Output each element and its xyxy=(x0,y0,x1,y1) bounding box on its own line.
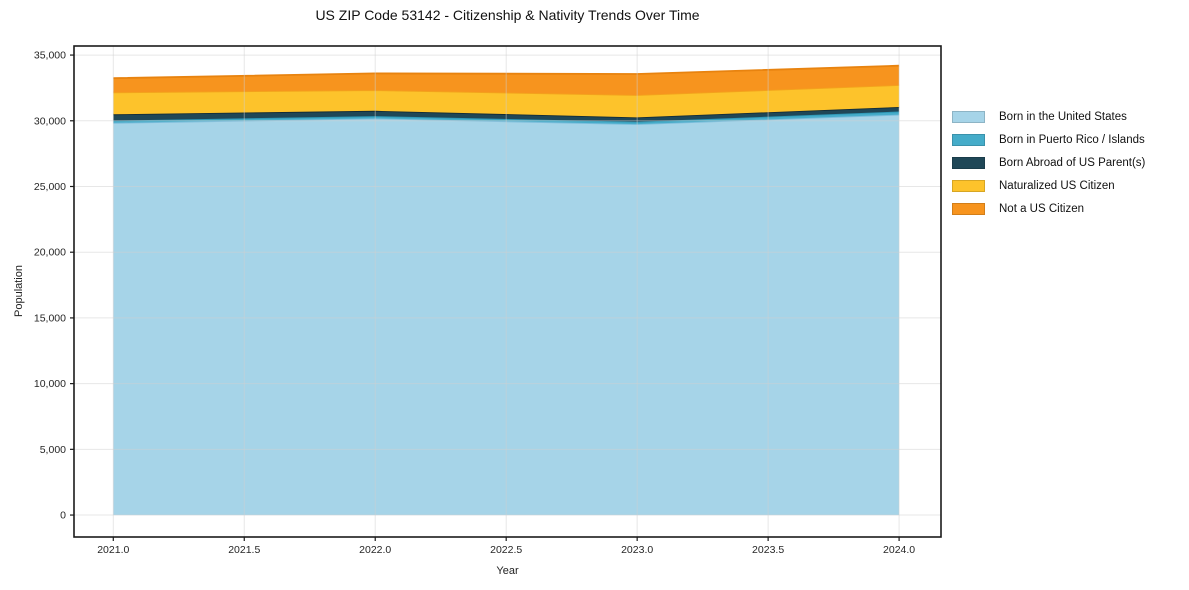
legend-label: Born in the United States xyxy=(999,110,1127,123)
y-axis-tick-label: 5,000 xyxy=(40,444,66,456)
legend-swatch-born-abroad-icon xyxy=(952,156,985,169)
legend-swatch-naturalized-icon xyxy=(952,179,985,192)
legend-item: Born in Puerto Rico / Islands xyxy=(952,128,1145,151)
y-axis-tick-label: 20,000 xyxy=(34,247,66,259)
x-axis-tick-label: 2021.0 xyxy=(97,544,129,556)
y-axis-tick-label: 0 xyxy=(60,510,66,522)
y-axis-tick-label: 35,000 xyxy=(34,50,66,62)
legend-swatch-not-citizen-icon xyxy=(952,202,985,215)
y-axis-tick-label: 10,000 xyxy=(34,378,66,390)
legend: Born in the United States Born in Puerto… xyxy=(952,105,1145,220)
x-axis-tick-label: 2022.5 xyxy=(490,544,522,556)
x-axis-tick-label: 2024.0 xyxy=(883,544,915,556)
legend-label: Born in Puerto Rico / Islands xyxy=(999,133,1145,146)
legend-item: Born Abroad of US Parent(s) xyxy=(952,151,1145,174)
x-axis-tick-label: 2023.0 xyxy=(621,544,653,556)
legend-swatch-born-us-icon xyxy=(952,110,985,123)
x-axis-title: Year xyxy=(496,565,519,577)
y-axis-tick-label: 30,000 xyxy=(34,115,66,127)
legend-label: Naturalized US Citizen xyxy=(999,179,1115,192)
chart-title: US ZIP Code 53142 - Citizenship & Nativi… xyxy=(315,7,700,23)
y-axis-title: Population xyxy=(13,265,25,317)
legend-label: Born Abroad of US Parent(s) xyxy=(999,156,1146,169)
legend-item: Naturalized US Citizen xyxy=(952,174,1145,197)
legend-label: Not a US Citizen xyxy=(999,202,1085,215)
legend-item: Not a US Citizen xyxy=(952,197,1145,220)
x-axis-tick-label: 2023.5 xyxy=(752,544,784,556)
x-axis-tick-label: 2022.0 xyxy=(359,544,391,556)
legend-swatch-born-pr-icon xyxy=(952,133,985,146)
plot-border xyxy=(73,45,942,538)
y-axis-tick-label: 25,000 xyxy=(34,181,66,193)
x-axis-tick-label: 2021.5 xyxy=(228,544,260,556)
legend-item: Born in the United States xyxy=(952,105,1145,128)
y-axis-tick-label: 15,000 xyxy=(34,312,66,324)
